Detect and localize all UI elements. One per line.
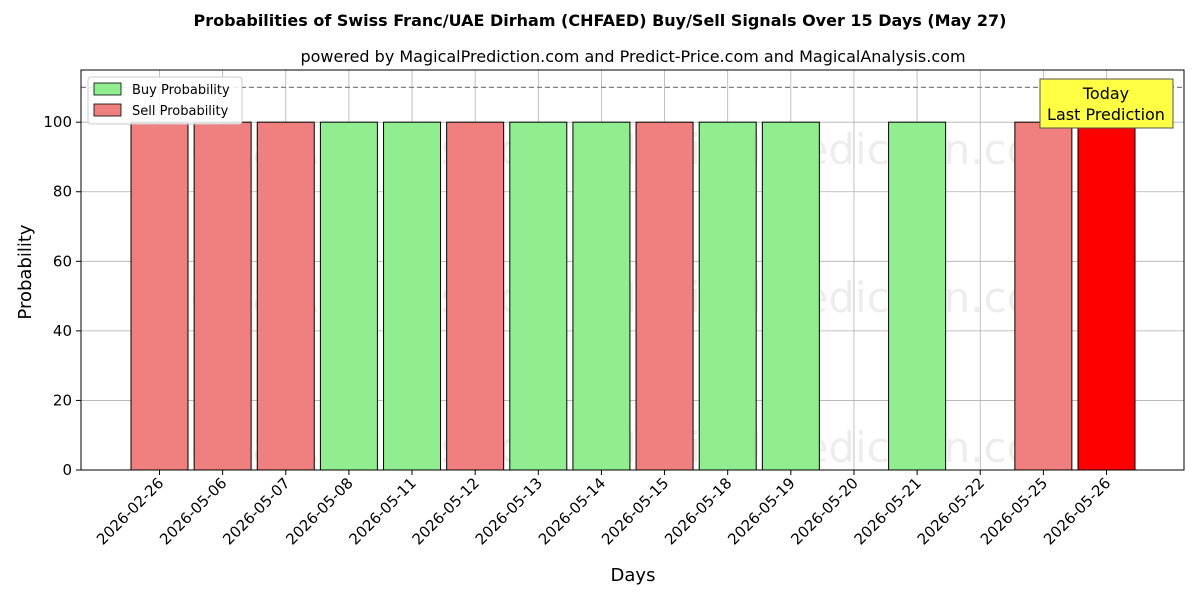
y-axis-ticks: 0 20 40 60 80 100 xyxy=(43,113,81,479)
x-axis-label: Days xyxy=(611,565,656,586)
bar-sell-2026-05-25 xyxy=(1014,121,1073,471)
annotation-line-1: Today xyxy=(1082,84,1129,103)
y-tick-label: 0 xyxy=(62,461,72,479)
y-tick-label: 60 xyxy=(53,252,72,270)
bar-buy-2026-05-19 xyxy=(761,121,820,471)
legend-label-sell: Sell Probability xyxy=(132,104,229,119)
chart-title: Probabilities of Swiss Franc/UAE Dirham … xyxy=(194,11,1007,30)
bar-buy-2026-05-18 xyxy=(698,121,757,471)
legend-swatch-sell xyxy=(93,103,122,117)
legend: Buy Probability Sell Probability xyxy=(87,76,243,125)
plot-frame xyxy=(80,69,1185,471)
y-tick-label: 40 xyxy=(53,322,72,340)
legend-swatch-buy xyxy=(93,82,122,96)
bar-buy-2026-05-11 xyxy=(383,121,442,471)
bar-buy-2026-05-13 xyxy=(509,121,568,471)
bar-sell-2026-05-07 xyxy=(256,121,315,471)
bar-buy-2026-05-14 xyxy=(572,121,631,471)
y-tick-label: 80 xyxy=(53,183,72,201)
annotation-box xyxy=(1039,78,1174,129)
legend-box xyxy=(87,76,243,125)
y-tick-label: 20 xyxy=(53,391,72,409)
chart-subtitle: powered by MagicalPrediction.com and Pre… xyxy=(300,47,965,66)
bar-sell-2026-05-26 xyxy=(1077,121,1136,471)
bar-buy-2026-05-08 xyxy=(319,121,378,471)
bar-buy-2026-05-21 xyxy=(888,121,947,471)
bar-sell-2026-05-12 xyxy=(446,121,505,471)
annotation-line-2: Last Prediction xyxy=(1047,105,1165,124)
bar-sell-2026-02-26 xyxy=(130,121,189,471)
y-tick-label: 100 xyxy=(43,113,72,131)
today-annotation: Today Last Prediction xyxy=(1039,78,1174,129)
legend-label-buy: Buy Probability xyxy=(132,83,230,98)
y-axis-label: Probability xyxy=(15,224,36,319)
bars xyxy=(130,121,1136,471)
bar-sell-2026-05-15 xyxy=(635,121,694,471)
bar-sell-2026-05-06 xyxy=(193,121,252,471)
